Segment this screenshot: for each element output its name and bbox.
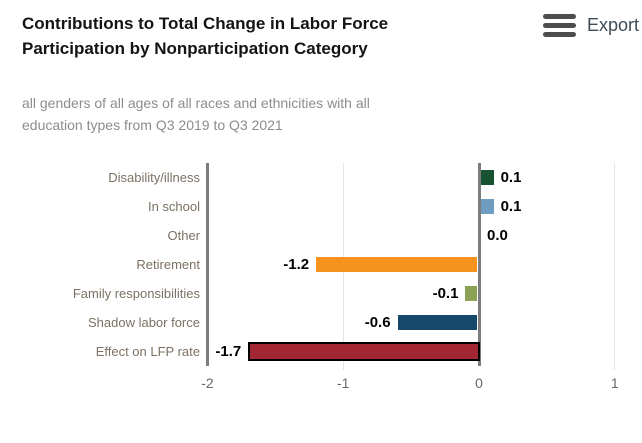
chart-title: Contributions to Total Change in Labor F… <box>22 14 389 58</box>
x-tick-label: 0 <box>475 375 483 391</box>
menu-icon <box>542 14 576 37</box>
bar-value-label: 0.0 <box>487 227 508 244</box>
export-label: Export <box>586 15 639 35</box>
x-tick-label: -2 <box>201 375 214 391</box>
category-label: Shadow labor force <box>87 315 200 330</box>
bar-value-label: 0.1 <box>500 169 522 186</box>
category-label: In school <box>147 199 200 214</box>
export-button[interactable]: Export <box>542 14 639 37</box>
bar[interactable] <box>480 170 495 185</box>
bar-value-label: 0.1 <box>500 198 522 215</box>
category-label: Retirement <box>136 257 200 272</box>
left-axis-line <box>206 163 209 366</box>
bar[interactable] <box>316 257 478 272</box>
category-label: Effect on LFP rate <box>95 344 200 359</box>
category-label: Family responsibilities <box>72 286 200 301</box>
grid-line <box>614 163 616 370</box>
bar[interactable] <box>397 315 478 330</box>
chart-subtitle: all genders of all ages of all races and… <box>22 95 370 133</box>
category-label: Other <box>167 228 200 243</box>
bar-value-label: -1.2 <box>283 256 310 273</box>
plot-area: -2 -1 0 1 0.1 0.1 0.0 -1.2 -0.1 -0.6 -1.7 <box>201 163 642 391</box>
x-tick-label: 1 <box>610 375 619 391</box>
bar[interactable] <box>248 342 481 361</box>
category-labels: Disability/illness In school Other Retireme… <box>0 163 200 366</box>
bar-value-label: -1.7 <box>215 343 242 360</box>
category-label: Disability/illness <box>108 170 200 185</box>
zero-axis-line <box>477 163 481 366</box>
bar[interactable] <box>480 199 495 214</box>
bar-value-label: -0.1 <box>432 285 459 302</box>
x-tick-label: -1 <box>337 375 350 391</box>
bar-value-label: -0.6 <box>364 314 391 331</box>
bar[interactable] <box>465 286 478 301</box>
